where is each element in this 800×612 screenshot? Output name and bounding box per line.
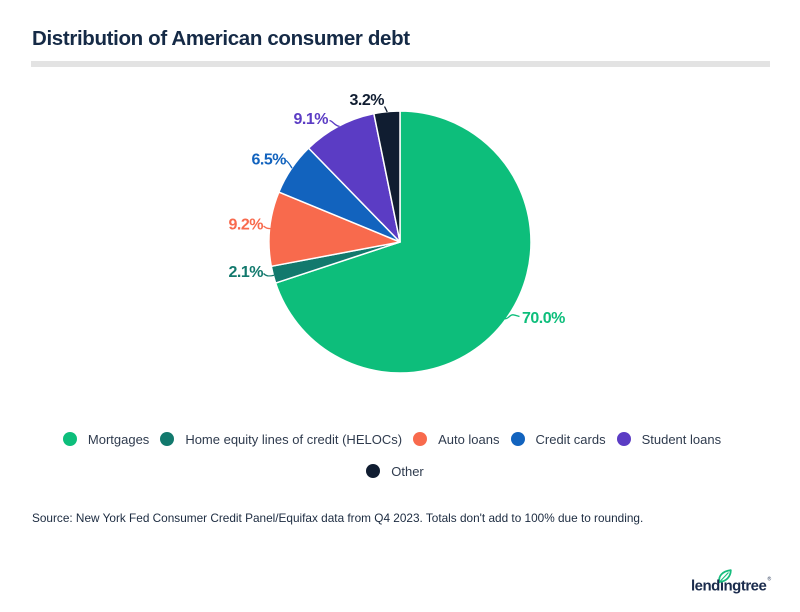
svg-text:3.2%: 3.2% (350, 92, 385, 109)
svg-text:70.0%: 70.0% (522, 310, 565, 327)
svg-text:9.2%: 9.2% (229, 217, 264, 234)
svg-text:9.1%: 9.1% (294, 111, 329, 128)
svg-text:®: ® (768, 576, 772, 583)
svg-text:2.1%: 2.1% (229, 264, 264, 281)
svg-text:lendıngtree: lendıngtree (691, 578, 767, 595)
svg-text:6.5%: 6.5% (252, 152, 287, 169)
